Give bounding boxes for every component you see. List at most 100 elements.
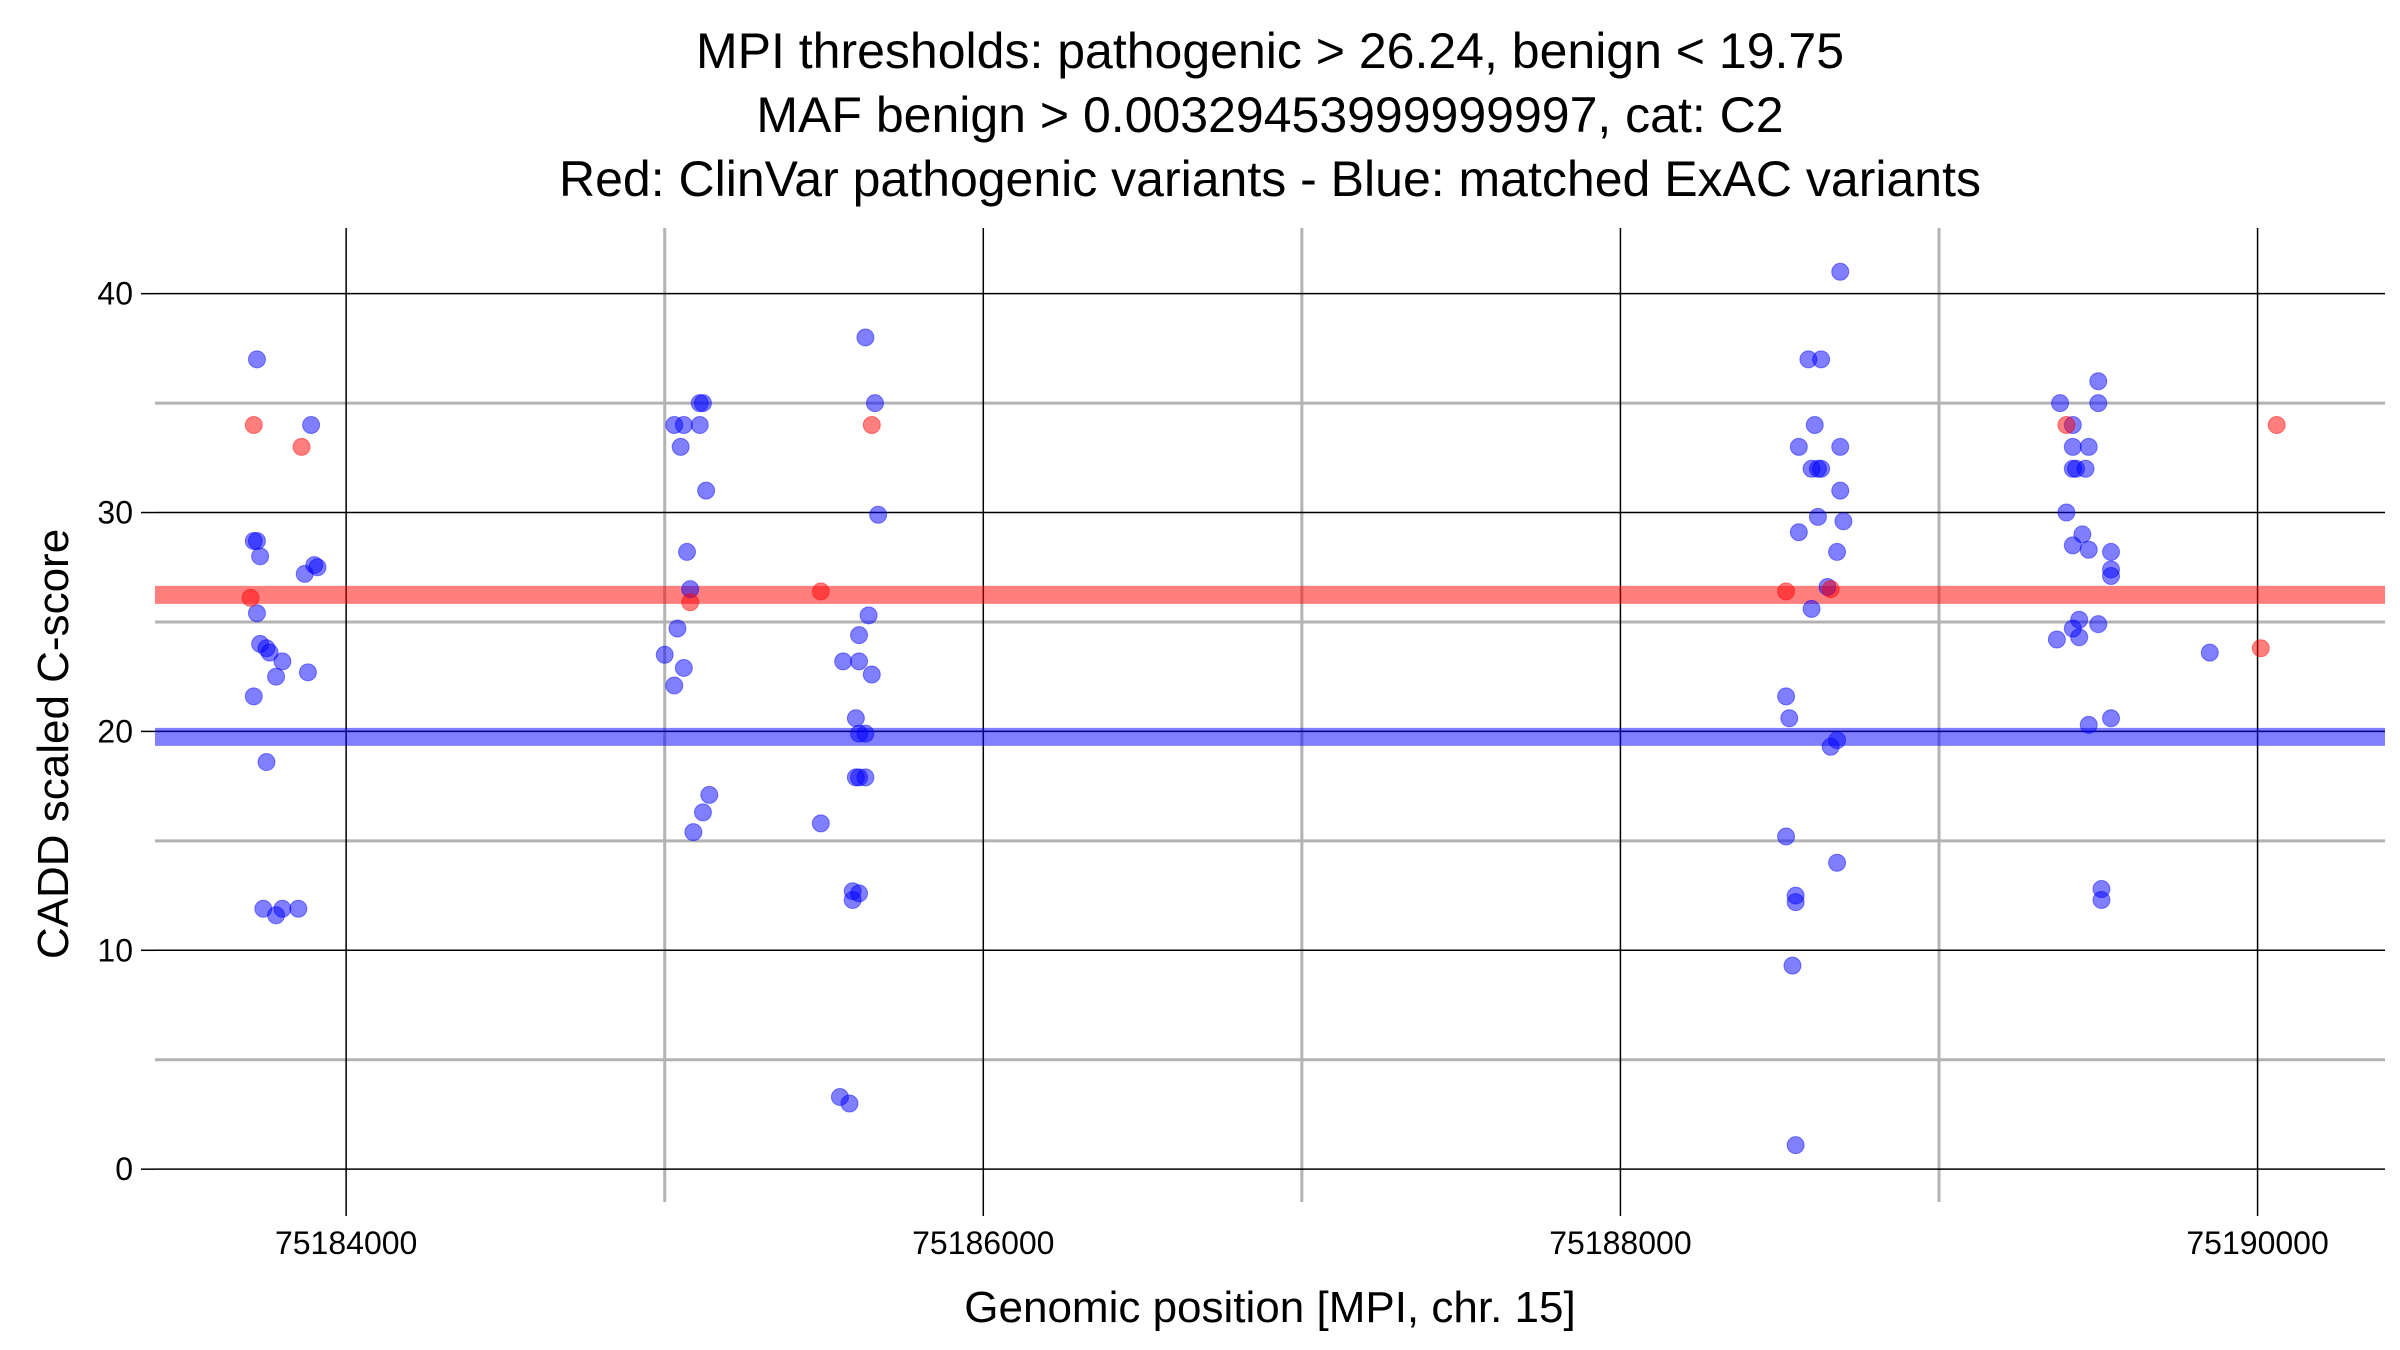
data-point bbox=[2092, 890, 2111, 909]
data-point bbox=[850, 652, 869, 671]
data-point bbox=[811, 582, 830, 601]
data-point bbox=[1812, 459, 1831, 478]
data-point bbox=[247, 350, 266, 369]
data-point bbox=[1831, 437, 1850, 456]
data-point bbox=[2070, 628, 2089, 647]
data-point bbox=[1821, 737, 1840, 756]
data-point bbox=[2267, 415, 2286, 434]
data-point bbox=[273, 899, 292, 918]
data-point bbox=[690, 415, 709, 434]
data-point bbox=[244, 687, 263, 706]
data-point bbox=[668, 619, 687, 638]
data-point bbox=[2200, 643, 2219, 662]
data-point bbox=[859, 606, 878, 625]
data-point bbox=[1789, 523, 1808, 542]
data-point bbox=[267, 667, 286, 686]
data-point bbox=[681, 593, 700, 612]
data-point bbox=[251, 547, 270, 566]
data-point bbox=[1780, 709, 1799, 728]
data-point bbox=[257, 753, 276, 772]
data-point bbox=[1834, 512, 1853, 531]
data-point bbox=[2089, 394, 2108, 413]
data-point bbox=[665, 676, 684, 695]
data-point bbox=[1831, 262, 1850, 281]
x-axis-title: Genomic position [MPI, chr. 15] bbox=[964, 1283, 1575, 1332]
data-point bbox=[856, 768, 875, 787]
x-tick-label: 75184000 bbox=[275, 1225, 417, 1261]
data-point bbox=[655, 645, 674, 664]
data-point bbox=[2251, 639, 2270, 658]
grid-layer bbox=[155, 228, 2385, 1202]
data-point bbox=[1789, 437, 1808, 456]
data-point bbox=[308, 558, 327, 577]
y-tick-label: 20 bbox=[97, 713, 133, 749]
data-point bbox=[697, 481, 716, 500]
data-point bbox=[693, 803, 712, 822]
data-point bbox=[260, 643, 279, 662]
data-point bbox=[846, 709, 865, 728]
data-point bbox=[302, 415, 321, 434]
data-point bbox=[2079, 437, 2098, 456]
data-point bbox=[2057, 503, 2076, 522]
data-point bbox=[2102, 567, 2121, 586]
data-point bbox=[856, 328, 875, 347]
data-point bbox=[693, 394, 712, 413]
y-tick-label: 0 bbox=[115, 1151, 133, 1187]
data-point bbox=[1805, 415, 1824, 434]
data-point bbox=[2076, 459, 2095, 478]
y-tick-label: 10 bbox=[97, 932, 133, 968]
data-point bbox=[1821, 580, 1840, 599]
data-point bbox=[843, 890, 862, 909]
data-point bbox=[1808, 507, 1827, 526]
data-point bbox=[2102, 542, 2121, 561]
data-point bbox=[862, 665, 881, 684]
data-point bbox=[2073, 525, 2092, 544]
data-point bbox=[811, 814, 830, 833]
x-tick-label: 75186000 bbox=[912, 1225, 1054, 1261]
data-point bbox=[2089, 372, 2108, 391]
data-points bbox=[241, 262, 2286, 1155]
data-point bbox=[298, 663, 317, 682]
data-point bbox=[2063, 536, 2082, 555]
data-point bbox=[2079, 715, 2098, 734]
data-point bbox=[2102, 709, 2121, 728]
data-point bbox=[244, 415, 263, 434]
data-point bbox=[1831, 481, 1850, 500]
x-tick-label: 75188000 bbox=[1549, 1225, 1691, 1261]
y-tick-label: 30 bbox=[97, 495, 133, 531]
data-point bbox=[869, 505, 888, 524]
data-point bbox=[700, 785, 719, 804]
data-point bbox=[1786, 893, 1805, 912]
data-point bbox=[2047, 630, 2066, 649]
data-point bbox=[1828, 542, 1847, 561]
data-point bbox=[862, 415, 881, 434]
data-point bbox=[1783, 956, 1802, 975]
data-point bbox=[2057, 415, 2076, 434]
data-point bbox=[840, 1094, 859, 1113]
data-point bbox=[1777, 827, 1796, 846]
data-point bbox=[289, 899, 308, 918]
threshold-lines bbox=[155, 585, 2385, 746]
data-point bbox=[247, 531, 266, 550]
title-line-1: MPI thresholds: pathogenic > 26.24, beni… bbox=[696, 23, 1844, 79]
data-point bbox=[678, 542, 697, 561]
data-point bbox=[674, 415, 693, 434]
data-point bbox=[273, 652, 292, 671]
data-point bbox=[1802, 599, 1821, 618]
data-point bbox=[2079, 540, 2098, 559]
data-point bbox=[1786, 1136, 1805, 1155]
data-point bbox=[671, 437, 690, 456]
data-point bbox=[2089, 615, 2108, 634]
y-axis-title: CADD scaled C-score bbox=[29, 529, 78, 959]
data-point bbox=[292, 437, 311, 456]
x-tick-label: 75190000 bbox=[2186, 1225, 2328, 1261]
chart-title: MPI thresholds: pathogenic > 26.24, beni… bbox=[559, 23, 1981, 207]
data-point bbox=[674, 658, 693, 677]
data-point bbox=[834, 652, 853, 671]
data-point bbox=[247, 604, 266, 623]
data-point bbox=[2051, 394, 2070, 413]
data-point bbox=[1777, 687, 1796, 706]
title-line-3: Red: ClinVar pathogenic variants - Blue:… bbox=[559, 151, 1981, 207]
